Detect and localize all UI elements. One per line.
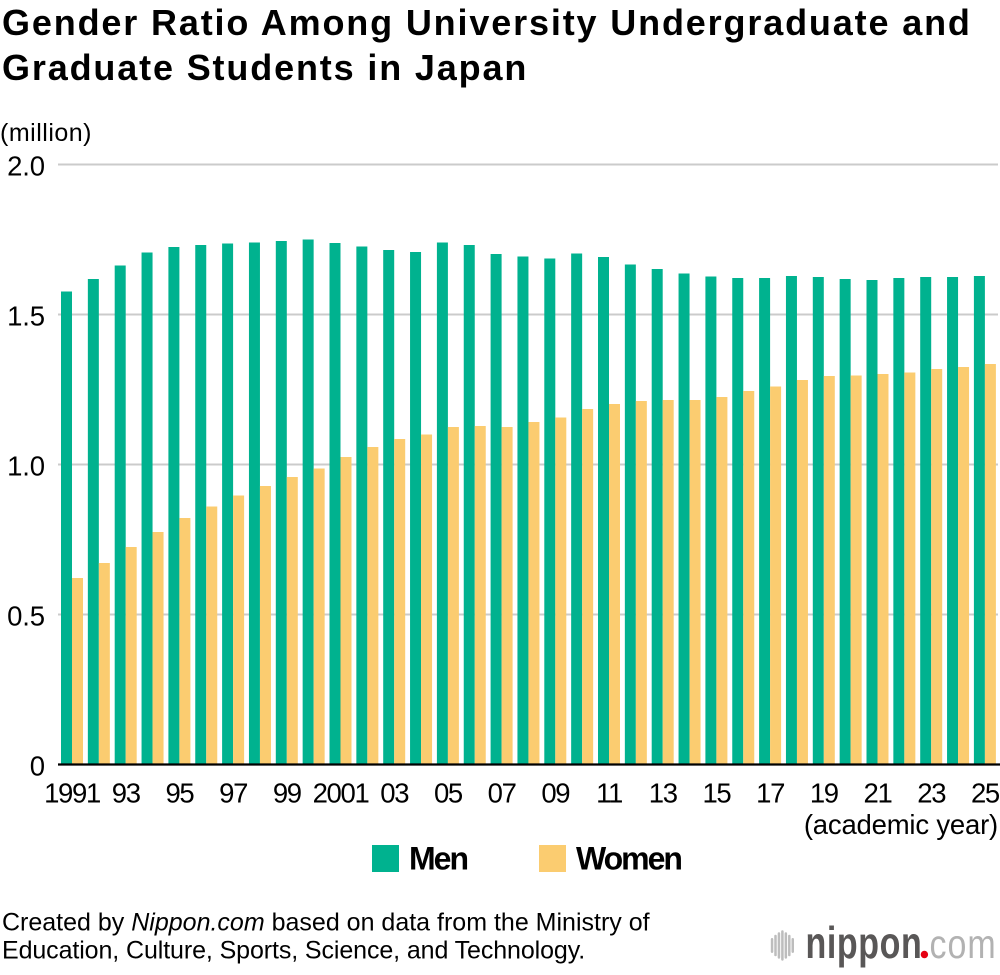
svg-text:07: 07 [488, 778, 516, 809]
svg-text:Men: Men [409, 841, 467, 877]
svg-text:17: 17 [756, 778, 784, 809]
svg-text:15: 15 [702, 778, 731, 809]
svg-text:Created by Nippon.com based on: Created by Nippon.com based on data from… [2, 909, 650, 937]
svg-text:2.0: 2.0 [7, 151, 45, 182]
svg-text:(academic year): (academic year) [804, 809, 998, 840]
svg-text:13: 13 [649, 778, 678, 809]
svg-text:1.0: 1.0 [7, 451, 45, 482]
svg-text:Gender Ratio Among University: Gender Ratio Among University Undergradu… [2, 2, 972, 43]
svg-text:25: 25 [971, 778, 1000, 809]
svg-text:Graduate Students in Japan: Graduate Students in Japan [2, 47, 528, 88]
svg-text:1991: 1991 [44, 778, 100, 809]
svg-text:11: 11 [596, 778, 622, 809]
svg-text:2001: 2001 [313, 778, 369, 809]
svg-text:Women: Women [576, 841, 681, 877]
svg-text:97: 97 [219, 778, 247, 809]
svg-text:0: 0 [30, 751, 45, 782]
svg-text:1.5: 1.5 [7, 301, 45, 332]
svg-text:23: 23 [917, 778, 946, 809]
svg-text:99: 99 [273, 778, 301, 809]
svg-text:(million): (million) [0, 119, 92, 147]
svg-text:Education, Culture, Sports, Sc: Education, Culture, Sports, Science, and… [2, 937, 585, 965]
svg-text:com: com [930, 921, 997, 967]
svg-text:95: 95 [165, 778, 194, 809]
svg-text:0.5: 0.5 [7, 601, 45, 632]
svg-text:05: 05 [434, 778, 463, 809]
svg-text:nippon: nippon [806, 919, 923, 968]
svg-text:09: 09 [541, 778, 569, 809]
svg-text:93: 93 [112, 778, 141, 809]
svg-text:19: 19 [810, 778, 838, 809]
svg-text:21: 21 [864, 778, 892, 809]
svg-text:03: 03 [380, 778, 409, 809]
